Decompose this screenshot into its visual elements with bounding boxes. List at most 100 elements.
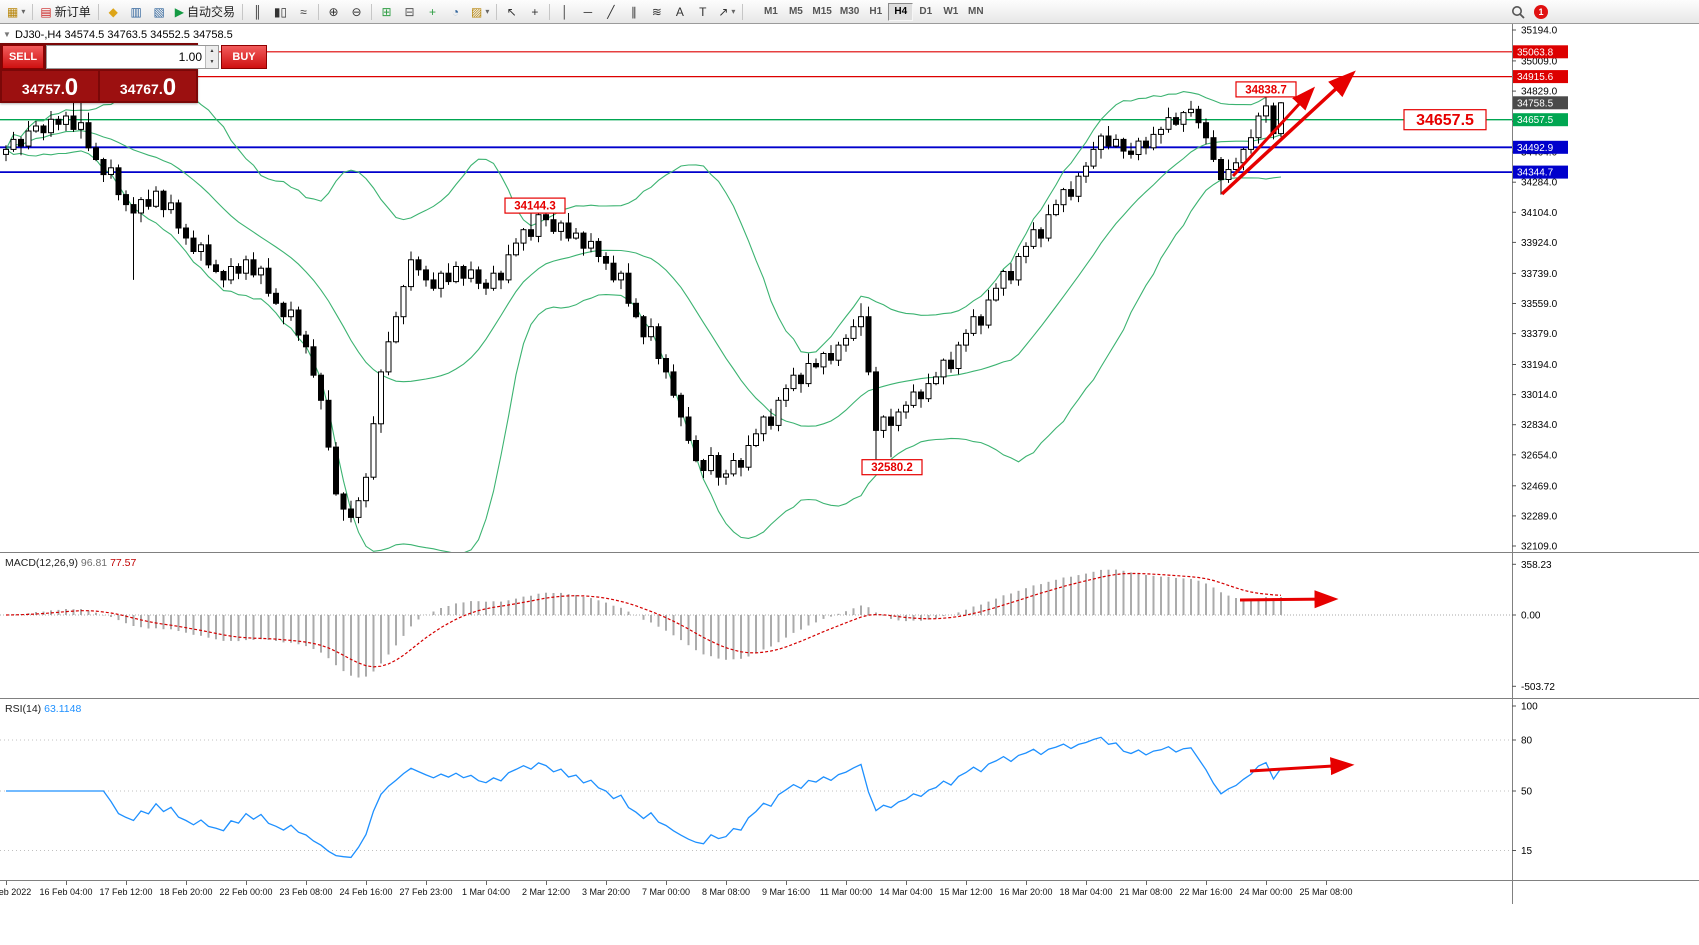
toolbar-right: 1 [1511, 4, 1696, 19]
trend-arrow[interactable] [1239, 590, 1339, 609]
one-click-collapse-icon[interactable]: ▼ [3, 30, 11, 39]
tile-windows-button[interactable]: ⊞ [375, 2, 398, 22]
fibonacci-icon: ≋ [651, 4, 662, 19]
time-label: 21 Mar 08:00 [1119, 887, 1173, 897]
timeframe-w1[interactable]: W1 [943, 6, 959, 17]
price-annotation[interactable]: 32580.2 [861, 459, 923, 476]
new-order-button-label: 新订单 [54, 5, 91, 19]
periods-button[interactable]: ◔ [444, 2, 467, 22]
trendline-button[interactable]: ╱ [599, 2, 622, 22]
candlestick-chart-button[interactable]: ▮▯ [269, 2, 292, 22]
price-axis-tick: 32654.0 [1521, 450, 1558, 461]
metaeditor-button[interactable]: ◆ [102, 2, 125, 22]
notification-badge[interactable]: 1 [1534, 4, 1548, 19]
rsi-name: RSI(14) [5, 703, 42, 715]
crosshair-button[interactable]: + [523, 2, 546, 22]
svg-text:34915.6: 34915.6 [1517, 72, 1554, 83]
time-tick [366, 881, 367, 885]
candlestick-chart-icon: ▮▯ [273, 4, 288, 19]
data-window-button[interactable]: ▧ [148, 2, 171, 22]
rsi-panel[interactable]: 100 80 50 15 RSI(14) 63.1148 [0, 698, 1699, 880]
autotrading-button[interactable]: ▶ 自动交易 [171, 2, 239, 22]
timeframe-m15[interactable]: M15 [812, 6, 832, 17]
price-axis-tick: 33014.0 [1521, 390, 1558, 401]
timeframe-d1[interactable]: D1 [919, 6, 933, 17]
new-chart-button[interactable]: ▦ ▾ [3, 2, 29, 22]
sell-price-big-digit: 0 [64, 74, 79, 101]
cascade-windows-button[interactable]: ⊟ [398, 2, 421, 22]
text-button[interactable]: A [668, 2, 691, 22]
arrows-tool-icon: ↗ [718, 4, 729, 19]
toolbar-separator [241, 3, 243, 20]
new-order-button[interactable]: ▤ 新订单 [36, 2, 94, 22]
time-axis[interactable]: 16 Feb 2022 16 Feb 04:00 17 Feb 12:00 18 Fe… [0, 880, 1699, 904]
time-tick [306, 881, 307, 885]
vertical-line-button[interactable]: │ [553, 2, 576, 22]
search-icon[interactable] [1511, 5, 1525, 19]
toolbar-separator [317, 3, 319, 20]
indicators-button[interactable]: + [421, 2, 444, 22]
main-chart-panel[interactable]: 34838.7 34144.3 32580.2 34657.5 35194.0 35009… [0, 24, 1699, 552]
toolbar-buttons: ▦ ▾ ▤ 新订单 ◆ ▥ ▧ ▶ 自动交易 ║ ▮▯ ≈ ⊕ ⊖ ⊞ ⊟ + ◔ ▨ ▾ ↖ + │ ─ ╱ ∥ ≋ A T ↗ ▾ [3, 2, 746, 22]
timeframe-mn[interactable]: MN [968, 6, 984, 17]
price-axis-tick: 32469.0 [1521, 481, 1558, 492]
macd-canvas[interactable]: 358.23 0.00 -503.72 [0, 553, 1699, 698]
price-axis-tick: 35009.0 [1521, 56, 1558, 67]
price-annotation[interactable]: 34838.7 [1235, 81, 1297, 98]
chart-window[interactable]: 34838.7 34144.3 32580.2 34657.5 35194.0 35009… [0, 24, 1699, 945]
macd-panel[interactable]: 358.23 0.00 -503.72 MACD(12,26,9) 96.81 77… [0, 552, 1699, 698]
rsi-value: 63.1148 [44, 703, 82, 715]
horizontal-line-icon: ─ [583, 4, 593, 19]
volume-input[interactable] [47, 46, 205, 68]
bar-chart-button[interactable]: ║ [246, 2, 269, 22]
market-watch-button[interactable]: ▥ [125, 2, 148, 22]
price-axis-tick: 34284.0 [1521, 178, 1558, 189]
buy-price: 34767. 0 [100, 71, 196, 101]
volume-up-button[interactable]: ▲ [206, 46, 218, 57]
volume-field: ▲ ▼ [46, 45, 219, 69]
time-label: 15 Mar 12:00 [939, 887, 993, 897]
volume-down-button[interactable]: ▼ [206, 57, 218, 68]
sell-button[interactable]: SELL [2, 45, 44, 69]
time-tick [126, 881, 127, 885]
timeframe-h1[interactable]: H1 [869, 6, 883, 17]
rsi-axis-tick: 80 [1521, 736, 1533, 747]
fibonacci-button[interactable]: ≋ [645, 2, 668, 22]
price-axis-tick: 33924.0 [1521, 238, 1558, 249]
trend-arrow[interactable] [1231, 86, 1316, 178]
zoom-in-button[interactable]: ⊕ [322, 2, 345, 22]
zoom-out-button[interactable]: ⊖ [345, 2, 368, 22]
timeframe-h4[interactable]: H4 [888, 2, 914, 21]
channel-button[interactable]: ∥ [622, 2, 645, 22]
sell-price-main: 34757. [21, 81, 65, 97]
svg-text:35063.8: 35063.8 [1517, 47, 1554, 58]
timeframe-m1[interactable]: M1 [763, 6, 778, 17]
templates-button[interactable]: ▨ ▾ [467, 2, 493, 22]
time-label: 27 Feb 23:00 [399, 887, 453, 897]
zoom-in-icon: ⊕ [328, 4, 339, 19]
svg-text:34344.7: 34344.7 [1517, 168, 1554, 179]
time-label: 11 Mar 00:00 [819, 887, 873, 897]
trend-arrow[interactable] [1249, 757, 1355, 776]
line-chart-button[interactable]: ≈ [292, 2, 315, 22]
price-tag: 34758.5 [1513, 96, 1568, 110]
time-label: 24 Mar 00:00 [1239, 887, 1293, 897]
trend-arrow[interactable] [1220, 70, 1356, 196]
rsi-axis-tick: 100 [1521, 702, 1538, 713]
price-axis-tick: 33739.0 [1521, 269, 1558, 280]
time-tick [1086, 881, 1087, 885]
cursor-button[interactable]: ↖ [500, 2, 523, 22]
main-chart-canvas[interactable]: 34838.7 34144.3 32580.2 34657.5 35194.0 35009… [0, 24, 1699, 552]
rsi-canvas[interactable]: 100 80 50 15 [0, 699, 1699, 880]
timeframe-m5[interactable]: M5 [788, 6, 803, 17]
arrows-tool-button[interactable]: ↗ ▾ [714, 2, 739, 22]
horizontal-line-button[interactable]: ─ [576, 2, 599, 22]
time-tick [426, 881, 427, 885]
timeframe-m30[interactable]: M30 [839, 6, 860, 17]
price-annotation[interactable]: 34144.3 [504, 197, 566, 214]
buy-button[interactable]: BUY [221, 45, 267, 69]
price-annotation[interactable]: 34657.5 [1403, 109, 1487, 131]
text-label-button[interactable]: T [691, 2, 714, 22]
channel-icon: ∥ [630, 4, 637, 19]
candles [3, 89, 1284, 524]
